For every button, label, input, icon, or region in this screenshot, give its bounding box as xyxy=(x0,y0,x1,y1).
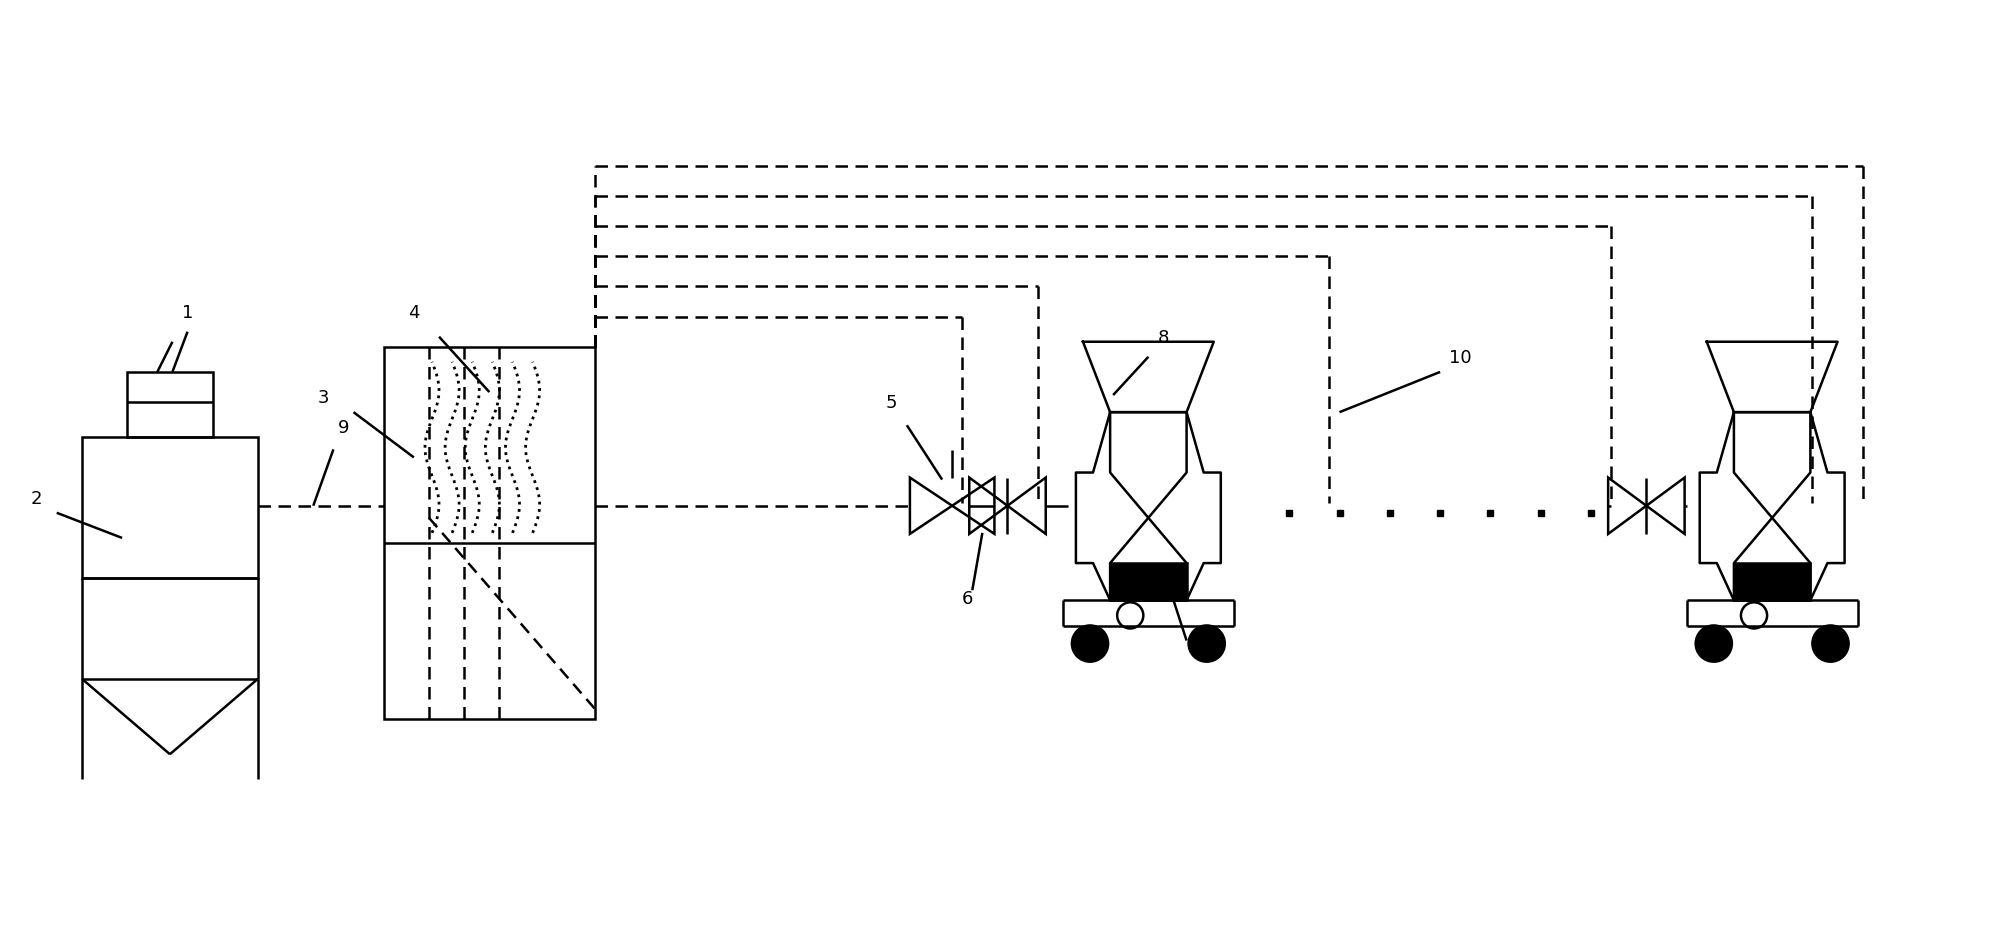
Circle shape xyxy=(1696,626,1732,662)
Polygon shape xyxy=(1110,563,1186,600)
Bar xyxy=(83,438,258,578)
Text: 4: 4 xyxy=(409,304,419,322)
Circle shape xyxy=(1071,626,1108,662)
Circle shape xyxy=(1811,626,1847,662)
Bar xyxy=(127,372,213,438)
Bar xyxy=(383,347,594,719)
Polygon shape xyxy=(1734,563,1809,600)
Text: 6: 6 xyxy=(961,590,973,609)
Text: 8: 8 xyxy=(1158,329,1168,347)
Text: 7: 7 xyxy=(1188,636,1198,654)
Text: 1: 1 xyxy=(181,304,193,322)
Text: 10: 10 xyxy=(1448,349,1470,367)
Text: 9: 9 xyxy=(338,419,348,438)
Circle shape xyxy=(1188,626,1225,662)
Text: 2: 2 xyxy=(30,490,42,508)
Text: 3: 3 xyxy=(318,389,328,407)
Text: 5: 5 xyxy=(886,395,896,412)
